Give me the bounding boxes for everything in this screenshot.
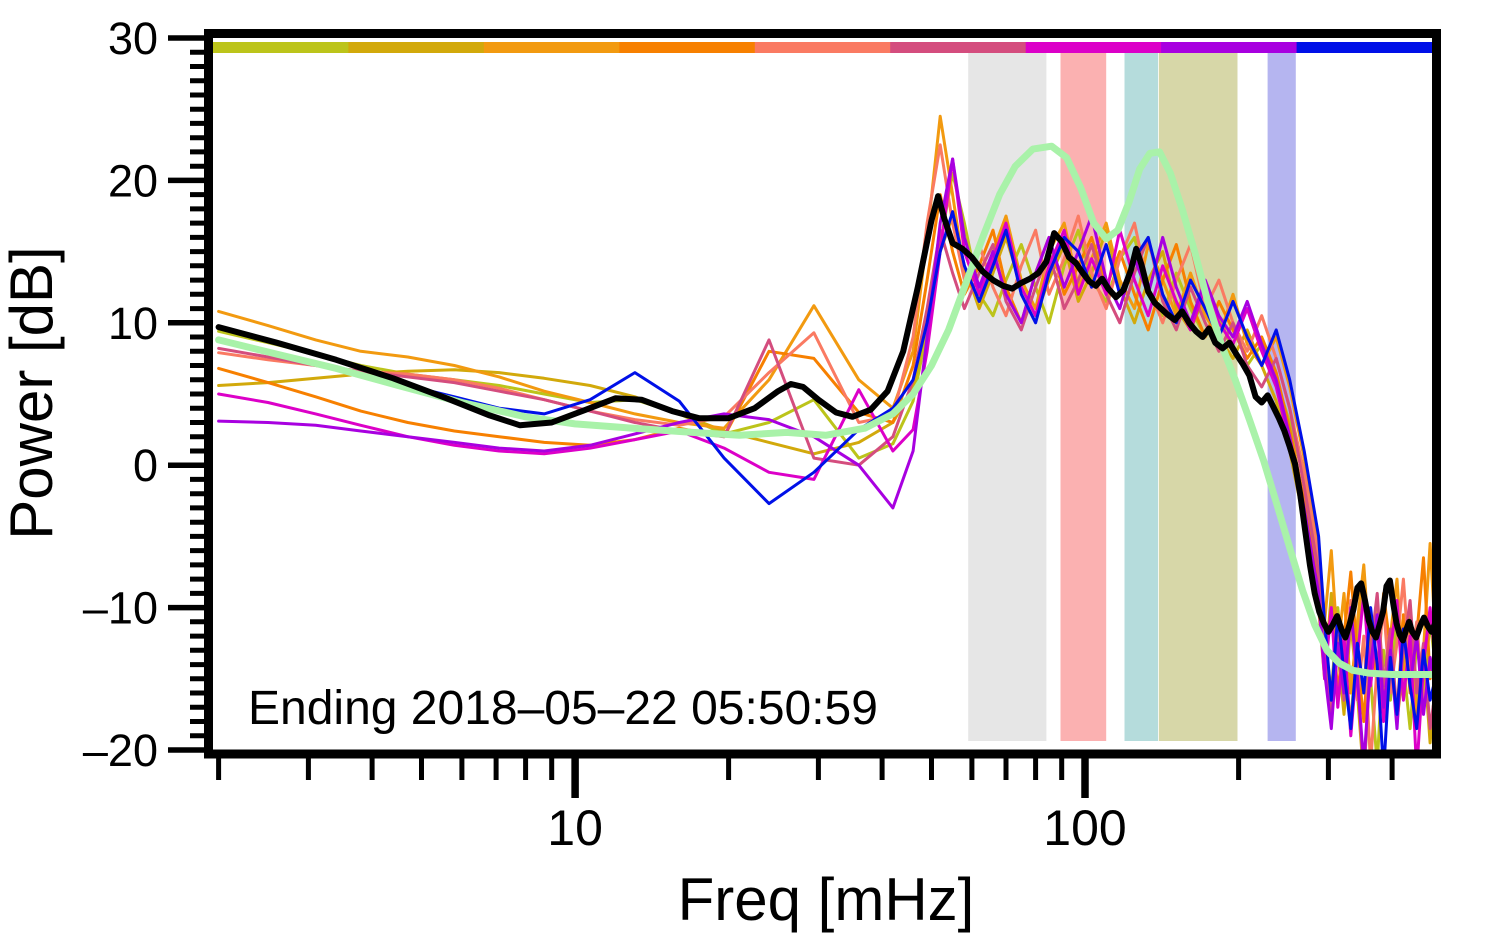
curve-spectrum-7 (217, 157, 1437, 754)
highlight-band-4 (1158, 53, 1238, 741)
frequency-highlight-bands (968, 53, 1296, 741)
color-bar-segment-7 (1025, 42, 1162, 53)
axis-ticks (168, 35, 1395, 798)
curve-spectrum-1 (217, 171, 1437, 754)
color-bar-segment-3 (483, 42, 620, 53)
color-bar-segment-8 (1161, 42, 1298, 53)
y-tick-label--20: –20 (83, 725, 158, 776)
annotation-ending-time: Ending 2018–05–22 05:50:59 (248, 682, 878, 735)
y-tick-label-0: 0 (133, 440, 158, 491)
y-tick-label-30: 30 (108, 13, 158, 64)
y-tick-label-20: 20 (108, 155, 158, 206)
spectra-curves (215, 114, 1437, 754)
y-axis-title: Power [dB] (0, 246, 65, 539)
curve-smoothed-envelope (215, 142, 1437, 678)
color-bar-segment-5 (754, 42, 891, 53)
time-color-bar (213, 42, 1433, 53)
y-tick-label-10: 10 (108, 298, 158, 349)
x-tick-label-10: 10 (547, 800, 603, 856)
x-axis-title: Freq [mHz] (678, 866, 975, 933)
curve-average-spectrum (215, 193, 1437, 644)
x-tick-label-100: 100 (1043, 800, 1126, 856)
highlight-band-1 (968, 53, 1047, 741)
y-tick-label--10: –10 (83, 583, 158, 634)
color-bar-segment-9 (1296, 42, 1433, 53)
plot-frame (204, 29, 1441, 759)
color-bar-segment-2 (348, 42, 485, 53)
color-bar-segment-1 (213, 42, 349, 53)
color-bar-segment-6 (890, 42, 1027, 53)
color-bar-segment-4 (619, 42, 756, 53)
